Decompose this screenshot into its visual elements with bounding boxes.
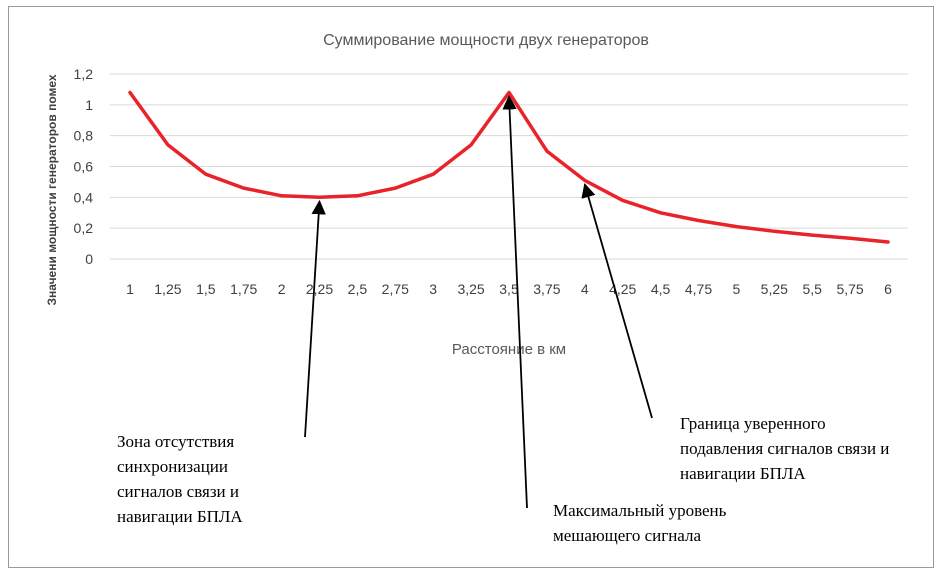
y-tick-label: 0,4 xyxy=(74,189,94,205)
chart-title: Суммирование мощности двух генераторов xyxy=(323,32,649,49)
x-tick-label: 2,25 xyxy=(306,281,333,297)
x-tick-label: 1,5 xyxy=(196,281,216,297)
x-tick-label: 3 xyxy=(429,281,437,297)
x-tick-label: 4,75 xyxy=(685,281,712,297)
y-tick-label: 1 xyxy=(85,97,93,113)
x-tick-label: 5,75 xyxy=(836,281,863,297)
series xyxy=(128,90,890,244)
x-axis-label: Расстояние в км xyxy=(452,341,566,358)
x-tick-label: 3,25 xyxy=(457,281,484,297)
series-line xyxy=(128,90,890,244)
x-tick-label: 4,5 xyxy=(651,281,671,297)
annotation-suppression-boundary: Граница уверенного подавления сигналов с… xyxy=(680,414,890,483)
y-tick-label: 0,6 xyxy=(74,159,94,175)
y-tick-label: 0 xyxy=(85,251,93,267)
x-tick-label: 3,75 xyxy=(533,281,560,297)
chart-frame xyxy=(8,6,934,568)
annotation-sync-zone: Зона отсутствия синхронизации сигналов с… xyxy=(117,432,243,526)
y-tick-label: 1,2 xyxy=(74,66,94,82)
x-tick-label: 5 xyxy=(733,281,741,297)
x-tick-label: 2,5 xyxy=(348,281,368,297)
x-tick-label: 6 xyxy=(884,281,892,297)
x-tick-label: 5,25 xyxy=(761,281,788,297)
x-tick-label: 1,25 xyxy=(154,281,181,297)
annotation-max-level: Максимальный уровень мешающего сигнала xyxy=(553,501,727,545)
x-tick-label: 1,75 xyxy=(230,281,257,297)
y-tick-label: 0,2 xyxy=(74,220,94,236)
arrow-suppression-boundary xyxy=(581,182,653,419)
annotation-arrows xyxy=(304,95,653,509)
x-tick-label: 2 xyxy=(278,281,286,297)
arrow-sync-zone xyxy=(304,199,326,438)
y-axis-label: Значени мощности генераторов помех xyxy=(45,74,59,305)
x-tick-label: 4 xyxy=(581,281,589,297)
x-tick-label: 3,5 xyxy=(499,281,519,297)
x-tick-label: 5,5 xyxy=(802,281,822,297)
y-tick-label: 0,8 xyxy=(74,128,94,144)
x-tick-label: 1 xyxy=(126,281,134,297)
x-ticks: 1 1,25 1,5 1,75 2 2,25 2,5 2,75 3 3,25 3,5 3,75 4 4,2… xyxy=(126,281,892,297)
x-tick-label: 2,75 xyxy=(382,281,409,297)
y-ticks: 0 0,2 0,4 0,6 0,8 1 1,2 xyxy=(74,66,94,267)
arrow-max-level xyxy=(502,95,528,509)
